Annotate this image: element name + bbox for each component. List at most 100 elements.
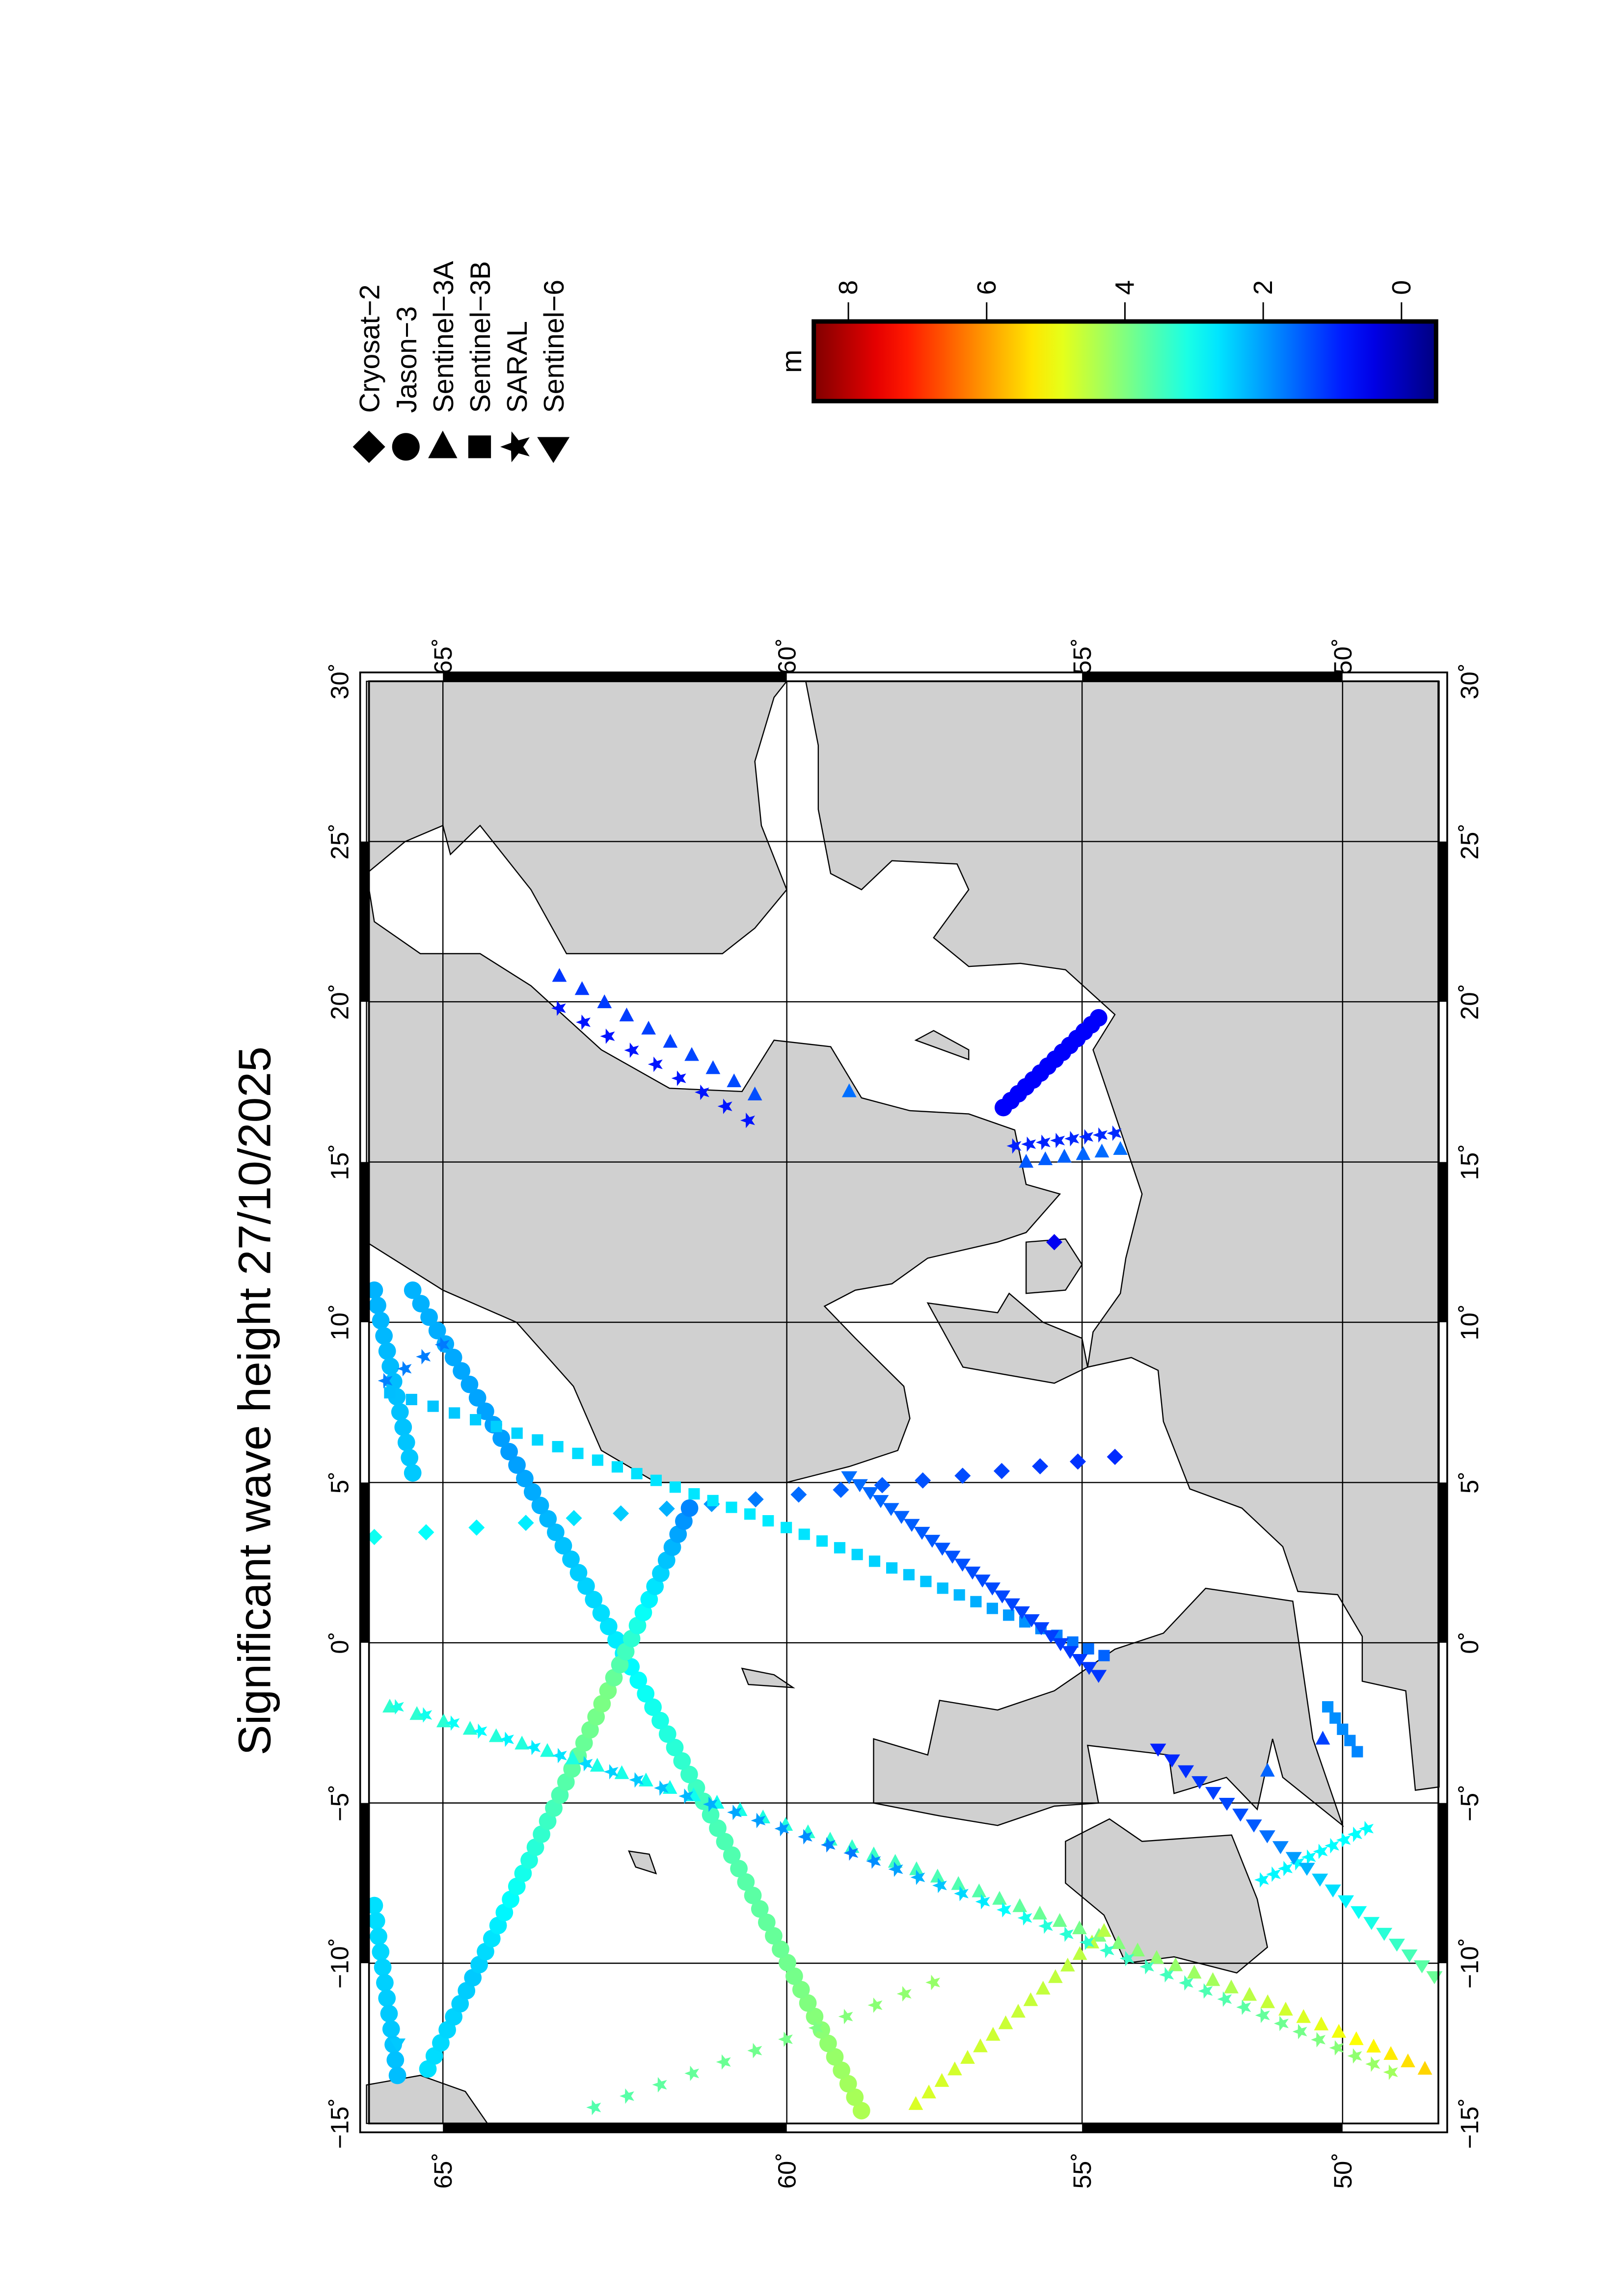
track-point-triangle-left [1296, 2009, 1311, 2023]
track-point-circle [607, 1631, 625, 1649]
track-point-triangle-left [1315, 1731, 1330, 1745]
track-point-square [798, 1528, 810, 1540]
map-outer-border [359, 671, 1448, 2134]
track-point-star [997, 1902, 1011, 1918]
track-point-diamond [468, 1519, 485, 1536]
track-point-triangle-left [909, 1861, 924, 1875]
track-point-star [1336, 1832, 1351, 1848]
track-point-star [925, 1975, 940, 1990]
triangle-right-icon [537, 437, 570, 463]
track-point-circle [445, 2008, 463, 2026]
track-point-circle [569, 1564, 588, 1582]
track-point-star [551, 1000, 566, 1016]
track-point-triangle-right [924, 1535, 941, 1548]
track-point-circle [673, 1752, 691, 1770]
track-point-triangle-left [1072, 1920, 1087, 1934]
track-point-star [838, 2009, 853, 2025]
track-point-circle [526, 1838, 544, 1856]
track-point-triangle-right [1337, 1895, 1354, 1909]
track-saral [1006, 1125, 1122, 1154]
track-point-square [406, 1393, 417, 1406]
track-point-circle [806, 2007, 824, 2026]
frame-band [360, 1482, 369, 1643]
track-point-triangle-left [1130, 1943, 1145, 1957]
track-sentinel-6 [841, 1471, 1107, 1683]
track-point-star [629, 1772, 644, 1788]
plot-title: Significant wave height 27/10/2025 [229, 1046, 280, 1755]
track-point-circle [397, 1434, 415, 1451]
track-point-triangle-right [1401, 1949, 1418, 1963]
track-point-circle [634, 1603, 652, 1622]
track-point-star [416, 1349, 431, 1365]
track-point-star [1273, 2016, 1289, 2031]
track-point-triangle-right [964, 1566, 981, 1580]
track-point-square [1344, 1735, 1356, 1746]
track-point-triangle-left [684, 1047, 699, 1061]
track-point-star [1198, 1983, 1213, 1999]
track-point-circle [438, 2021, 456, 2039]
track-point-triangle-left [1314, 2016, 1329, 2030]
track-point-triangle-left [514, 1735, 530, 1750]
legend-item: Sentinel−3B [465, 261, 496, 458]
legend-label: Jason−3 [391, 306, 423, 413]
track-point-circle [1089, 1009, 1108, 1027]
track-point-star [1021, 1136, 1036, 1152]
track-point-star [1217, 1991, 1232, 2007]
track-point-circle [419, 2060, 437, 2078]
track-point-star [620, 2088, 634, 2104]
track-point-square [592, 1454, 603, 1466]
track-point-circle [367, 1912, 385, 1930]
lon-tick-label-right: −5˚ [1456, 1785, 1484, 1821]
track-point-square [1082, 1643, 1094, 1655]
track-sentinel-3a [1019, 1141, 1128, 1168]
track-point-triangle-right [1351, 1906, 1367, 1920]
track-point-circle [495, 1903, 514, 1922]
track-point-triangle-right [984, 1582, 1001, 1596]
colorbar-bar [812, 319, 1438, 403]
track-point-triangle-left [565, 1750, 580, 1764]
legend-label: Sentinel−3A [428, 261, 460, 413]
legend-label: Sentinel−3B [465, 261, 496, 413]
legend-label: Cryosat−2 [354, 285, 386, 413]
track-point-triangle-left [947, 2061, 962, 2076]
lon-tick-label-left: 15˚ [326, 1144, 354, 1180]
track-sentinel-3a [908, 1923, 1111, 2110]
frame-band [1438, 1162, 1447, 1323]
track-point-triangle-left [1383, 2046, 1398, 2060]
lat-tick-label-bottom: 55˚ [1068, 2153, 1096, 2189]
track-point-star [867, 1997, 883, 2013]
legend-item: Jason−3 [391, 306, 423, 461]
track-point-triangle-left [908, 2096, 923, 2110]
track-point-square [552, 1441, 564, 1453]
track-point-circle [375, 1327, 393, 1345]
land-polygon [873, 1587, 1344, 1827]
track-point-circle [483, 1929, 501, 1948]
track-point-star [678, 1788, 694, 1804]
track-point-circle [378, 1342, 396, 1360]
frame-band [360, 1162, 369, 1323]
track-point-triangle-left [1205, 1972, 1220, 1986]
track-point-triangle-right [903, 1519, 920, 1532]
satellite-tracks [365, 968, 1443, 2120]
track-point-star [576, 1015, 591, 1030]
track-point-star [751, 1813, 766, 1828]
track-point-triangle-left [540, 1743, 555, 1757]
lon-tick-label-left: 30˚ [326, 663, 354, 699]
track-sentinel-3a [552, 968, 762, 1101]
track-point-triangle-right [1325, 1884, 1341, 1898]
track-point-star [1301, 1849, 1316, 1865]
track-point-circle [792, 1980, 810, 1999]
lon-tick-label-left: −15˚ [326, 2098, 354, 2149]
track-point-diamond [833, 1481, 849, 1498]
track-point-triangle-left [1149, 1950, 1164, 1964]
track-point-square [886, 1562, 898, 1574]
track-point-circle [666, 1738, 684, 1757]
track-point-circle [432, 2034, 450, 2052]
lon-tick-label-right: 15˚ [1456, 1144, 1484, 1180]
legend-label: Sentinel−6 [539, 280, 570, 413]
frame-band [443, 2123, 787, 2133]
track-point-square [986, 1602, 998, 1614]
track-point-triangle-left [1168, 1957, 1183, 1972]
lon-tick-label-right: −15˚ [1456, 2098, 1484, 2149]
